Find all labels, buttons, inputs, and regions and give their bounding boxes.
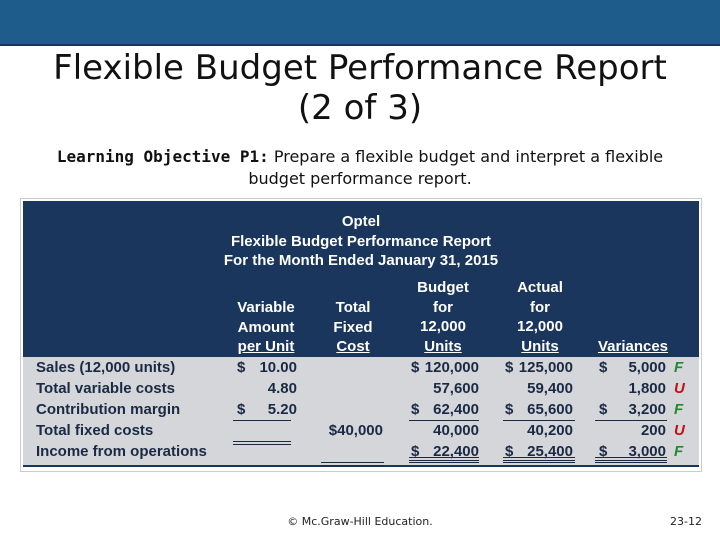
variance-currency: $ (599, 359, 608, 376)
budget-amount: 62,400 (433, 401, 479, 418)
learning-objective: Learning Objective P1: Prepare a flexibl… (14, 146, 706, 190)
objective-text-1: Prepare a flexible budget and interpret … (268, 147, 664, 166)
objective-text-2: budget performance report. (248, 169, 472, 188)
row-label: Total fixed costs (36, 422, 154, 439)
row-label: Sales (12,000 units) (36, 359, 176, 376)
report-company: Optel (341, 213, 381, 230)
rule-variance-income-double (595, 457, 667, 461)
rule-fixed-double (321, 462, 384, 466)
rule-var-cm-top (233, 420, 291, 421)
objective-label: Learning Objective P1: (56, 147, 269, 166)
budget-currency: $ (411, 401, 420, 418)
variance-amount: 3,200 (628, 401, 666, 418)
budget-amount: 120,000 (424, 359, 479, 376)
rule-var-cm-double (233, 441, 291, 445)
page-number: 23-12 (670, 515, 702, 528)
report-table: Sales (12,000 units) $10.00 $120,000 $125,0… (23, 357, 699, 466)
budget-amount: 57,600 (433, 380, 479, 397)
col-header-variances: Variances (597, 338, 669, 355)
variance-flag: F (674, 359, 684, 376)
top-banner (0, 0, 720, 46)
variance-currency: $ (599, 401, 608, 418)
row-label: Income from operations (36, 443, 207, 460)
actual-currency: $ (505, 401, 514, 418)
rule-budget-fixed (409, 462, 479, 463)
actual-amount: 65,600 (527, 401, 573, 418)
performance-report: Optel Flexible Budget Performance Report… (20, 198, 702, 472)
col-header-budget: Budget for 12,000 Units (417, 279, 469, 355)
variance-flag: U (674, 422, 685, 439)
rule-variance-cm (595, 420, 667, 421)
table-row: Contribution margin $5.20 $62,400 $65,600 $3… (23, 399, 699, 420)
variable-per-unit: 10.00 (259, 359, 297, 376)
variance-flag: U (674, 380, 685, 397)
rule-actual-cm (503, 420, 575, 421)
budget-amount: 22,400 (433, 443, 479, 460)
variance-flag: F (674, 443, 684, 460)
col-header-fixed: Total Fixed Cost (333, 299, 373, 355)
report-period: For the Month Ended January 31, 2015 (223, 252, 499, 269)
row-label: Total variable costs (36, 380, 175, 397)
rule-actual-income-double (503, 457, 575, 461)
variance-currency: $ (599, 443, 608, 460)
table-row: Total fixed costs $40,000 40,000 40,200 200 U (23, 420, 699, 441)
rule-variance-fixed (595, 462, 667, 463)
var-currency: $ (237, 401, 246, 418)
row-label: Contribution margin (36, 401, 181, 418)
table-row: Total variable costs 4.80 57,600 59,400 1,80… (23, 378, 699, 399)
report-title: Flexible Budget Performance Report (230, 233, 492, 250)
actual-amount: 125,000 (518, 359, 573, 376)
rule-budget-cm (409, 420, 479, 421)
variance-amount: 200 (640, 422, 666, 439)
rule-budget-income-double (409, 457, 479, 461)
col-header-variable: Variable Amount per Unit (237, 299, 295, 355)
variance-amount: 3,000 (628, 443, 666, 460)
report-panel: Optel Flexible Budget Performance Report… (23, 201, 699, 467)
var-currency: $ (237, 359, 246, 376)
col-header-actual: Actual for 12,000 Units (517, 279, 563, 355)
table-row: Income from operations $22,400 $25,400 $3,0… (23, 441, 699, 462)
actual-amount: 59,400 (527, 380, 573, 397)
title-line-1: Flexible Budget Performance Report (53, 48, 667, 88)
budget-amount: 40,000 (433, 422, 479, 439)
actual-currency: $ (505, 443, 514, 460)
variance-amount: 5,000 (628, 359, 666, 376)
variance-flag: F (674, 401, 684, 418)
fixed-cost: $40,000 (328, 422, 383, 439)
actual-currency: $ (505, 359, 514, 376)
title-line-2: (2 of 3) (297, 88, 423, 128)
rule-actual-fixed (503, 462, 575, 463)
table-row: Sales (12,000 units) $10.00 $120,000 $125,0… (23, 357, 699, 378)
variable-per-unit: 5.20 (267, 401, 297, 418)
copyright-text: © Mc.Graw-Hill Education. (287, 515, 433, 528)
actual-amount: 40,200 (527, 422, 573, 439)
variable-per-unit: 4.80 (267, 380, 297, 397)
actual-amount: 25,400 (527, 443, 573, 460)
slide-title: Flexible Budget Performance Report (2 of… (0, 48, 720, 128)
budget-currency: $ (411, 443, 420, 460)
budget-currency: $ (411, 359, 420, 376)
variance-amount: 1,800 (628, 380, 666, 397)
